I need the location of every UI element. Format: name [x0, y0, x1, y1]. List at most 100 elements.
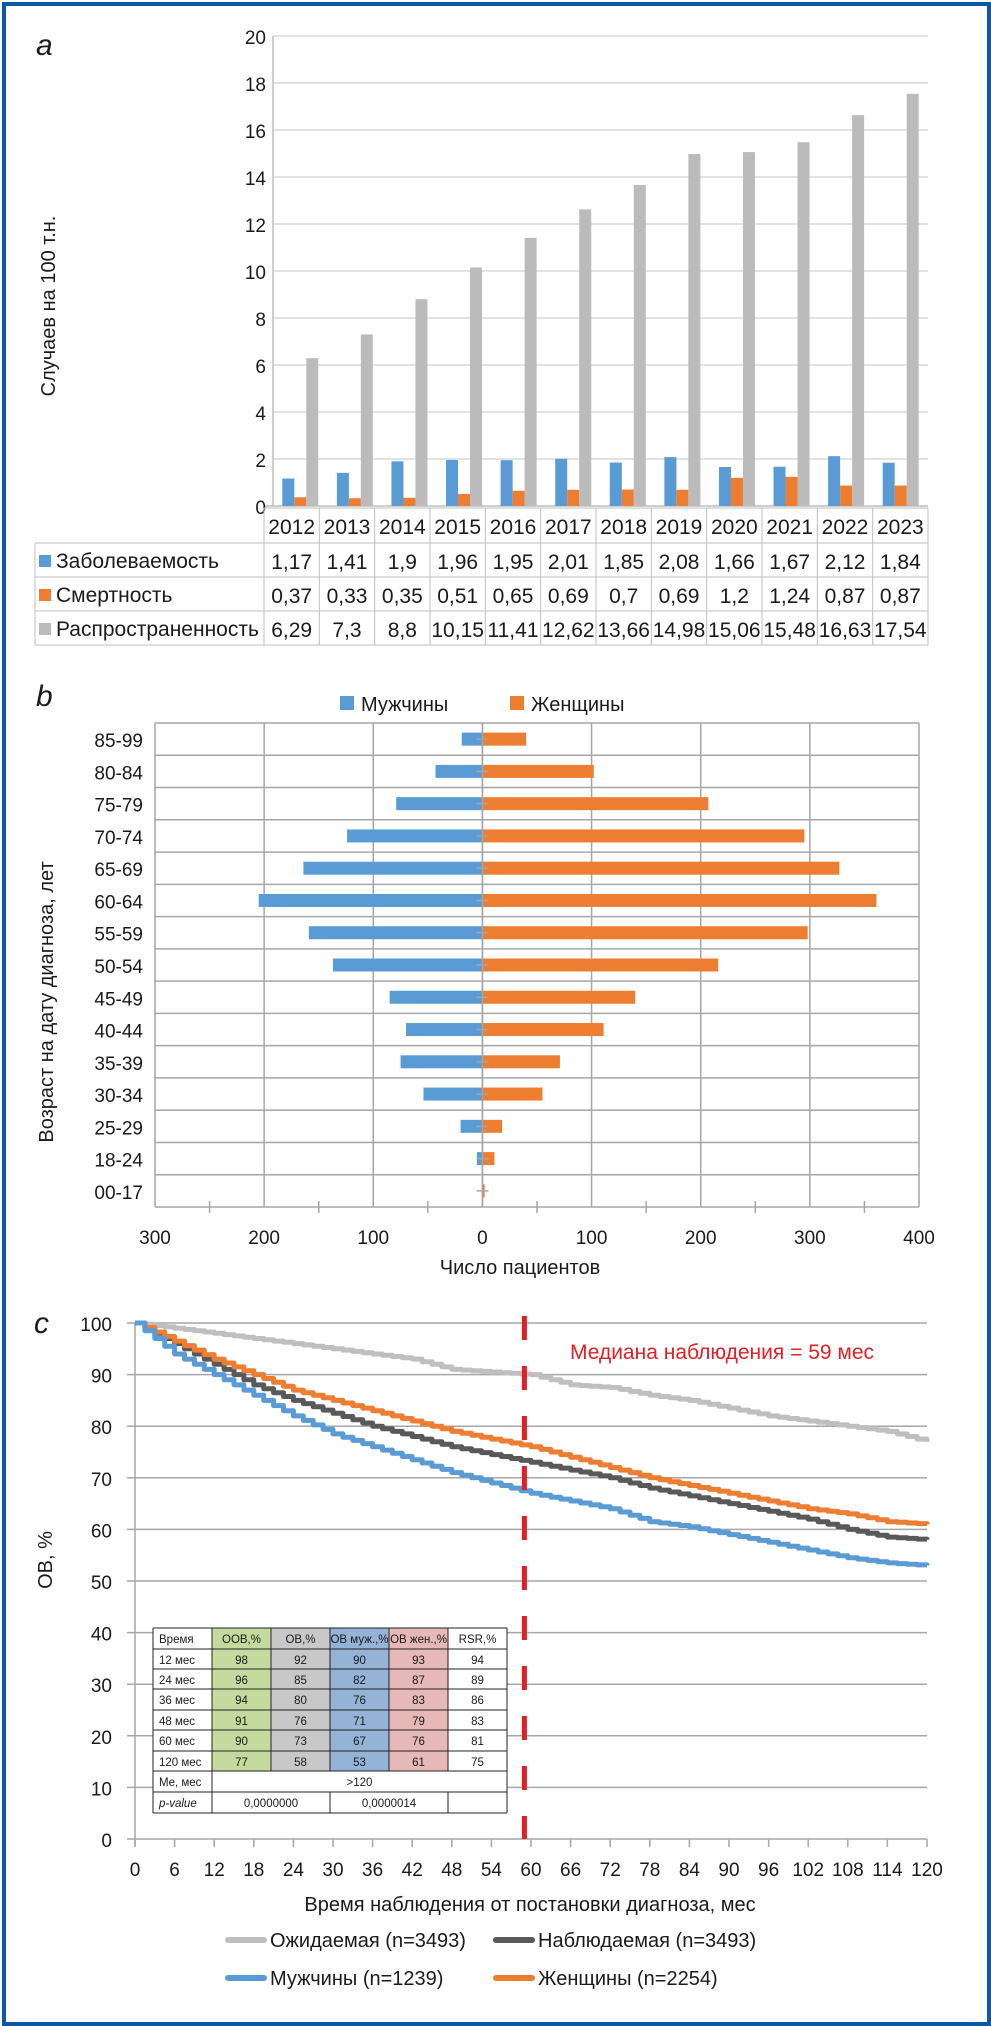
table-cell: 12 мес: [159, 1655, 195, 1667]
category-label: 2015: [434, 516, 481, 539]
table-cell: 1,84: [880, 551, 921, 574]
table-cell: 1,9: [388, 551, 417, 574]
bar-men-60-64: [258, 893, 483, 907]
bar-women-70-74: [482, 829, 805, 843]
table-cell: 1,24: [769, 585, 810, 608]
category-label: 2022: [822, 516, 869, 539]
table-cell: 17,54: [874, 619, 927, 642]
table-cell: 61: [412, 1757, 425, 1769]
table-cell: 79: [412, 1716, 425, 1728]
table-cell: 0,35: [382, 585, 423, 608]
pvalue-label: p-value: [158, 1798, 197, 1810]
y-tick-label: 80: [91, 1418, 112, 1439]
table-cell: 0,69: [659, 585, 700, 608]
series-name: Распространенность: [56, 618, 259, 641]
bar-men-50-54: [332, 958, 483, 972]
y-tick-label: 50: [91, 1573, 112, 1594]
table-cell: 92: [294, 1655, 307, 1667]
table-cell: 1,96: [437, 551, 478, 574]
x-tick-label: 18: [243, 1860, 264, 1881]
chart-c-y-axis-title: ОВ, %: [35, 1531, 57, 1589]
table-cell: 96: [235, 1675, 248, 1687]
y-tick-label: 18: [245, 75, 266, 96]
chart-b-y-axis-title: Возраст на дату диагноза, лет: [36, 861, 58, 1142]
y-tick-label: 0: [255, 498, 266, 519]
age-group-label: 85-99: [94, 731, 143, 752]
bar-2014-1: [403, 497, 416, 506]
series-name: Смертность: [56, 584, 173, 607]
bar-2019-2: [688, 153, 701, 506]
table-header: ОВ жен.,%: [390, 1634, 447, 1646]
x-tick-label: 78: [639, 1860, 660, 1881]
x-tick-label: 100: [357, 1228, 389, 1249]
y-tick-label: 100: [80, 1315, 112, 1336]
bar-2020-2: [742, 152, 755, 506]
bar-2017-1: [567, 489, 580, 506]
y-tick-label: 2: [255, 451, 266, 472]
x-tick-label: 66: [560, 1860, 581, 1881]
age-group-label: 60-64: [94, 892, 143, 913]
age-group-label: 50-54: [94, 957, 143, 978]
chart-c-survival-curves: [135, 1320, 930, 1568]
table-cell: 83: [471, 1716, 484, 1728]
table-cell: 36 мес: [159, 1695, 195, 1707]
y-tick-label: 8: [255, 310, 266, 331]
table-cell: 77: [235, 1757, 248, 1769]
bar-women-65-69: [482, 861, 840, 875]
table-cell: 48 мес: [159, 1716, 195, 1728]
category-label: 2016: [490, 516, 537, 539]
age-group-label: 80-84: [94, 763, 143, 784]
chart-c-legend: Ожидаемая (n=3493) Наблюдаемая (n=3493) Му…: [225, 1930, 756, 1990]
age-group-label: 70-74: [94, 828, 143, 849]
table-cell: 120 мес: [159, 1757, 202, 1769]
table-cell: 12,62: [542, 619, 595, 642]
bar-2015-2: [470, 267, 483, 506]
chart-a-bars: [282, 93, 919, 507]
y-tick-label: 10: [245, 263, 266, 284]
bar-men-55-59: [308, 926, 483, 940]
bar-women-55-59: [482, 926, 808, 940]
bar-2014-0: [391, 461, 404, 506]
chart-a-y-ticks: 0 2 4 6 8 10 12 14 16 18 20: [245, 28, 267, 519]
x-tick-label: 200: [685, 1228, 717, 1249]
chart-b-age-pyramid: Мужчины Женщины 85-99 80-84 75-79 70-74 65-69…: [36, 694, 935, 1279]
bar-2015-1: [458, 494, 471, 506]
y-tick-label: 90: [91, 1367, 112, 1388]
x-tick-label: 42: [402, 1860, 423, 1881]
x-tick-label: 0: [477, 1228, 488, 1249]
table-cell: 0,33: [327, 585, 368, 608]
panel-label-b: b: [36, 680, 53, 713]
table-cell: 1,85: [603, 551, 644, 574]
y-tick-label: 16: [245, 122, 266, 143]
bar-2014-2: [415, 299, 428, 506]
table-cell: 93: [412, 1655, 425, 1667]
legend-swatch-2: [39, 623, 51, 635]
bar-men-70-74: [347, 829, 483, 843]
age-group-label: 25-29: [94, 1118, 143, 1139]
bar-women-40-44: [482, 1023, 604, 1037]
chart-c-median-annotation: Медиана наблюдения = 59 мес: [570, 1341, 874, 1364]
bar-2018-0: [609, 462, 622, 506]
table-header: ОВ,%: [285, 1634, 315, 1646]
table-cell: 67: [353, 1736, 366, 1748]
bar-men-65-69: [303, 861, 483, 875]
table-cell: 83: [412, 1695, 425, 1707]
bar-2023-0: [882, 462, 895, 506]
x-tick-label: 0: [130, 1860, 141, 1881]
x-tick-label: 300: [139, 1228, 171, 1249]
legend-swatch-men: [340, 696, 354, 710]
x-tick-label: 120: [911, 1860, 943, 1881]
table-cell: 75: [471, 1757, 484, 1769]
age-group-label: 75-79: [94, 796, 143, 817]
table-cell: 7,3: [332, 619, 361, 642]
bar-2022-2: [852, 115, 865, 506]
legend-label-women: Женщины: [531, 694, 624, 716]
bar-2021-1: [785, 476, 798, 506]
series-name: Заболеваемость: [56, 550, 219, 573]
x-tick-label: 30: [322, 1860, 343, 1881]
table-cell: 0,7: [609, 585, 638, 608]
table-cell: 1,17: [271, 551, 312, 574]
x-tick-label: 200: [248, 1228, 280, 1249]
bar-women-80-84: [482, 764, 594, 778]
bar-men-85-99: [461, 732, 483, 746]
